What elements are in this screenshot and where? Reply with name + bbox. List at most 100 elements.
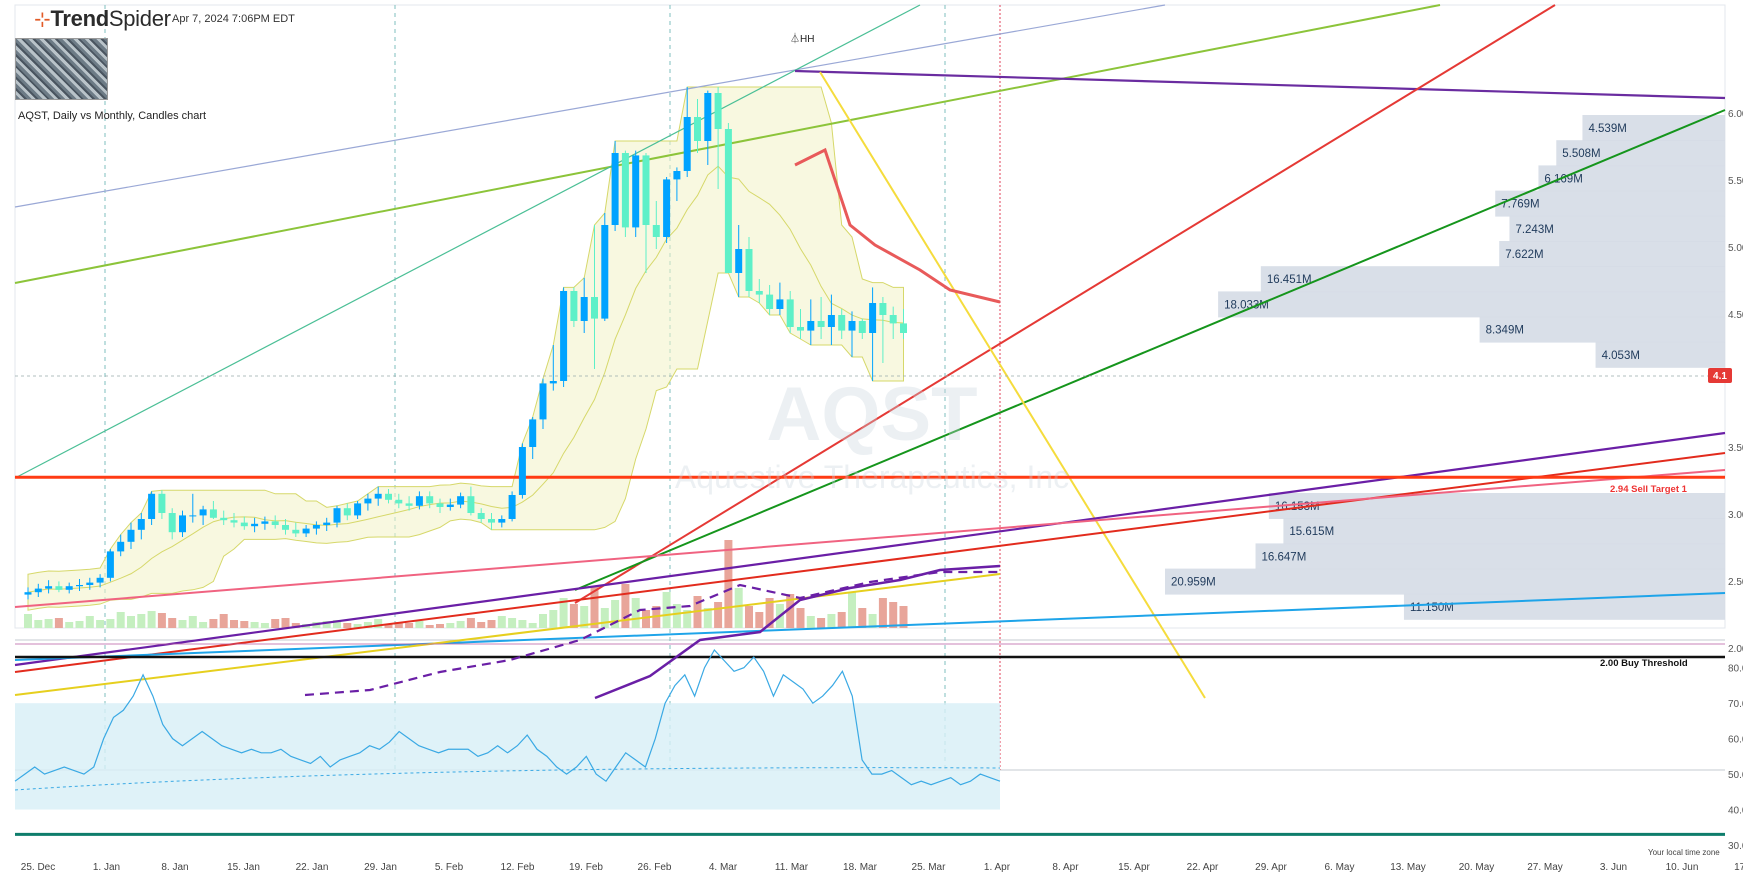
candle-body — [673, 171, 681, 180]
volume-bar — [631, 598, 640, 628]
volume-profile-label: 16.647M — [1262, 551, 1307, 563]
volume-bar — [384, 624, 393, 628]
candle-body — [518, 447, 526, 495]
x-tick-label: 4. Mar — [709, 862, 738, 873]
volume-bar — [878, 598, 887, 628]
y-tick-label: 4.50 — [1728, 310, 1743, 321]
candle-body — [354, 503, 362, 516]
y-tick-label: 5.00 — [1728, 243, 1743, 254]
volume-bar — [487, 620, 496, 628]
last-price-label: 4.1 — [1713, 371, 1727, 382]
volume-bar — [425, 625, 434, 628]
candle-body — [570, 291, 578, 321]
candle-body — [601, 225, 609, 319]
volume-profile-label: 7.622M — [1505, 249, 1543, 261]
candle-body — [539, 383, 547, 420]
volume-bar — [230, 620, 238, 628]
x-tick-label: 25. Mar — [912, 862, 947, 873]
x-tick-label: 22. Apr — [1187, 862, 1219, 873]
volume-bar — [683, 610, 692, 628]
trendline-teal — [14, 4, 921, 479]
candle-body — [611, 153, 619, 225]
candle-body — [755, 291, 763, 295]
candle-body — [724, 129, 732, 273]
volume-bar — [796, 608, 805, 628]
candle-body — [189, 515, 197, 517]
trendline-blue-low — [14, 592, 1726, 661]
volume-profile-bar — [1479, 316, 1725, 343]
x-tick-label: 5. Feb — [435, 862, 464, 873]
trendline-red-steep — [574, 4, 1556, 604]
trendline-yellow-down — [819, 71, 1206, 699]
volume-bar — [549, 610, 558, 628]
candle-body — [848, 321, 856, 331]
volume-bar — [322, 621, 331, 628]
candle-body — [385, 493, 392, 500]
watermark-ticker: AQST — [766, 372, 977, 457]
volume-bar — [199, 622, 208, 628]
candle-body — [158, 493, 166, 513]
volume-bar — [436, 624, 444, 628]
volume-profile-bar — [1283, 518, 1725, 545]
candle-body — [580, 297, 588, 321]
candle-body — [251, 523, 259, 527]
moving-average-red — [794, 147, 1001, 304]
volume-bar — [178, 620, 187, 628]
local-time-zone-note: Your local time zone — [1648, 848, 1720, 857]
volume-bar — [65, 622, 74, 628]
trendline-yellow-low — [14, 573, 1001, 696]
rsi-tick-label: 60.00 — [1728, 735, 1743, 746]
rsi-tick-label: 50.00 — [1728, 770, 1743, 781]
candle-body — [323, 522, 331, 525]
candle-body — [96, 577, 104, 583]
trendline-red-low — [14, 452, 1726, 673]
candle-body — [632, 155, 640, 228]
volume-bar — [539, 614, 547, 628]
volume-profile-label: 16.451M — [1267, 274, 1312, 286]
candle-body — [735, 249, 743, 273]
volume-profile-bar — [1499, 241, 1725, 267]
volume-bar — [528, 623, 537, 628]
volume-bar — [837, 612, 846, 628]
volume-bar — [848, 592, 856, 628]
x-tick-label: 1. Apr — [984, 862, 1011, 873]
volume-bar — [394, 622, 403, 628]
volume-bar — [281, 618, 290, 628]
sell-target-label: 2.94 Sell Target 1 — [1610, 484, 1688, 495]
x-tick-label: 18. Mar — [843, 862, 878, 873]
x-tick-label: 29. Apr — [1255, 862, 1287, 873]
rsi-tick-label: 70.00 — [1728, 699, 1743, 710]
y-tick-label: 6.00 — [1728, 109, 1743, 120]
volume-bar — [54, 618, 63, 628]
candle-body — [621, 153, 629, 228]
volume-profile-label: 5.508M — [1562, 148, 1600, 160]
candle-body — [477, 513, 485, 519]
candle-body — [24, 592, 32, 595]
brand-logo[interactable]: ⊹TrendSpider — [34, 6, 171, 32]
volume-bar — [188, 616, 197, 628]
volume-bar — [868, 614, 877, 628]
x-tick-label: 8. Apr — [1052, 862, 1079, 873]
volume-bar — [827, 614, 836, 628]
candle-body — [591, 297, 598, 319]
volume-bar — [147, 611, 156, 628]
candles: ⏃HH — [24, 32, 907, 600]
candle-body — [807, 321, 815, 331]
volume-profile-label: 7.243M — [1515, 224, 1553, 236]
candle-body — [65, 586, 73, 590]
spider-logo-icon: ⊹ — [34, 9, 51, 31]
candle-body — [45, 586, 53, 589]
moving-average-dashed — [304, 570, 1000, 697]
buy-threshold-label: 2.00 Buy Threshold — [1600, 658, 1688, 669]
volume-bar — [415, 621, 424, 628]
volume-profile-bar — [1218, 291, 1725, 318]
trendline-green — [574, 109, 1726, 591]
candle-body — [642, 155, 650, 225]
x-tick-label: 25. Dec — [21, 862, 55, 873]
x-tick-label: 8. Jan — [161, 862, 188, 873]
user-avatar[interactable] — [15, 38, 108, 100]
candle-body — [652, 225, 660, 237]
candle-body — [168, 513, 176, 533]
volume-bar — [157, 613, 166, 628]
